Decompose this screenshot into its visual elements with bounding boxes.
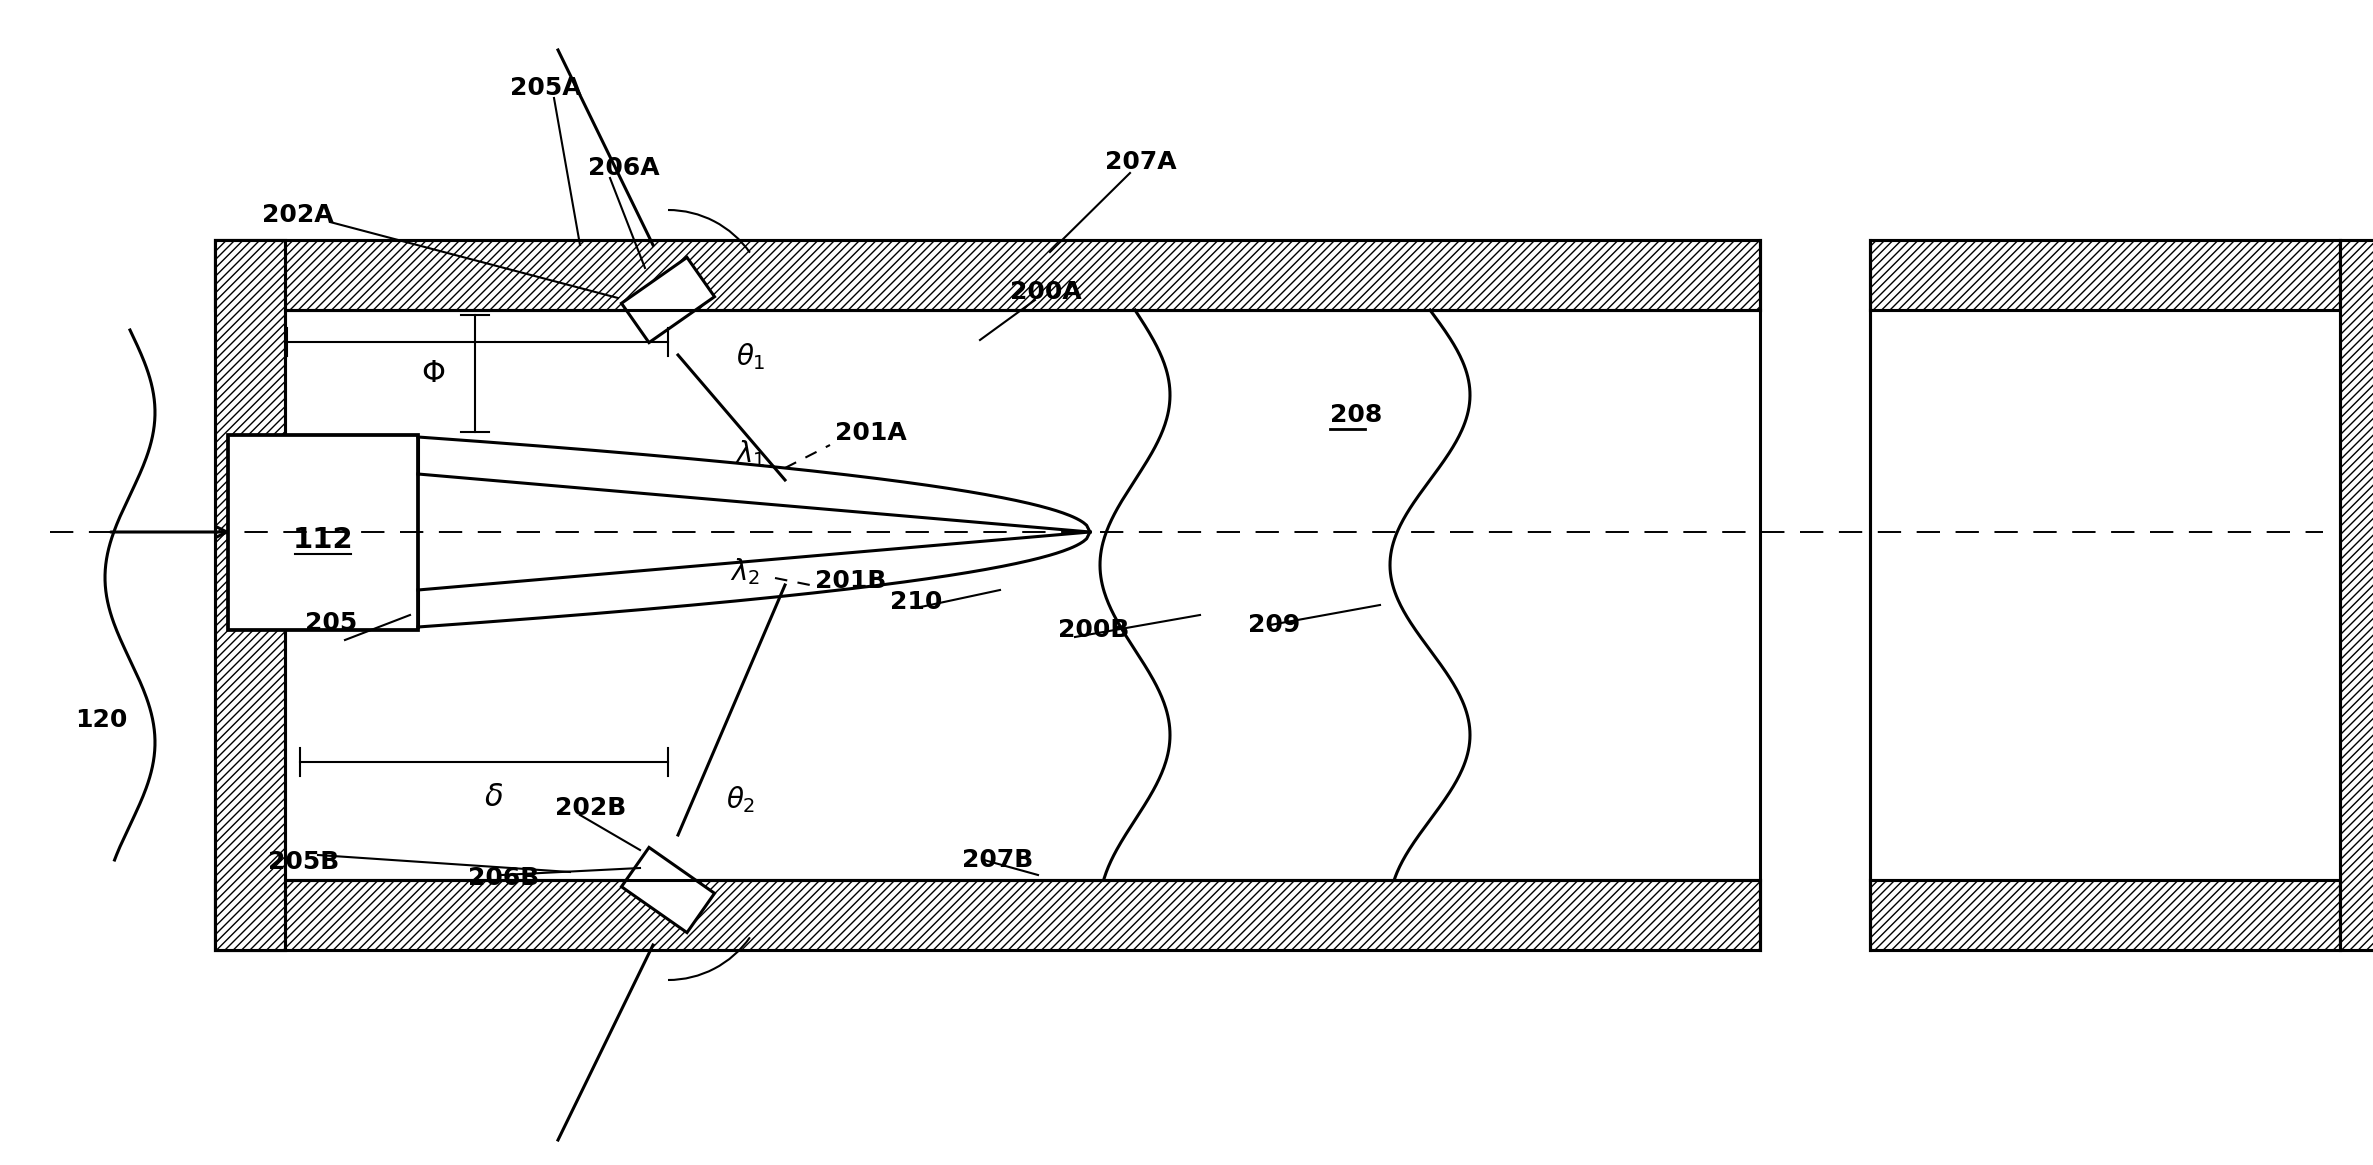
Text: $\lambda_2$: $\lambda_2$	[731, 556, 759, 587]
Text: 200B: 200B	[1058, 617, 1130, 642]
Text: 210: 210	[890, 589, 942, 614]
Text: 206A: 206A	[589, 156, 660, 181]
Polygon shape	[216, 880, 1761, 949]
Text: 201A: 201A	[835, 421, 906, 445]
Polygon shape	[216, 240, 1761, 310]
Text: $\delta$: $\delta$	[484, 783, 503, 812]
Text: 207B: 207B	[961, 848, 1032, 871]
Polygon shape	[622, 257, 714, 343]
Text: 207A: 207A	[1106, 150, 1177, 174]
Text: $\Phi$: $\Phi$	[420, 359, 446, 388]
Text: 206B: 206B	[467, 866, 539, 890]
Polygon shape	[1870, 240, 2340, 310]
Text: 205: 205	[306, 610, 358, 635]
Text: 120: 120	[76, 708, 128, 732]
Text: 112: 112	[292, 527, 354, 555]
Text: 200A: 200A	[1011, 280, 1082, 304]
Text: 202B: 202B	[555, 796, 626, 820]
Text: 202A: 202A	[261, 203, 335, 227]
Text: 209: 209	[1248, 613, 1300, 637]
Polygon shape	[228, 435, 418, 630]
Text: 205B: 205B	[268, 850, 339, 874]
Text: $\theta_1$: $\theta_1$	[736, 341, 766, 372]
Text: $\lambda_1$: $\lambda_1$	[736, 438, 764, 468]
Text: 201B: 201B	[814, 569, 888, 593]
Polygon shape	[2340, 240, 2373, 949]
Text: 205A: 205A	[510, 76, 581, 100]
Text: 208: 208	[1329, 403, 1381, 428]
Polygon shape	[1870, 880, 2340, 949]
Polygon shape	[216, 240, 285, 949]
Text: $\theta_2$: $\theta_2$	[726, 784, 755, 814]
Polygon shape	[622, 847, 714, 933]
